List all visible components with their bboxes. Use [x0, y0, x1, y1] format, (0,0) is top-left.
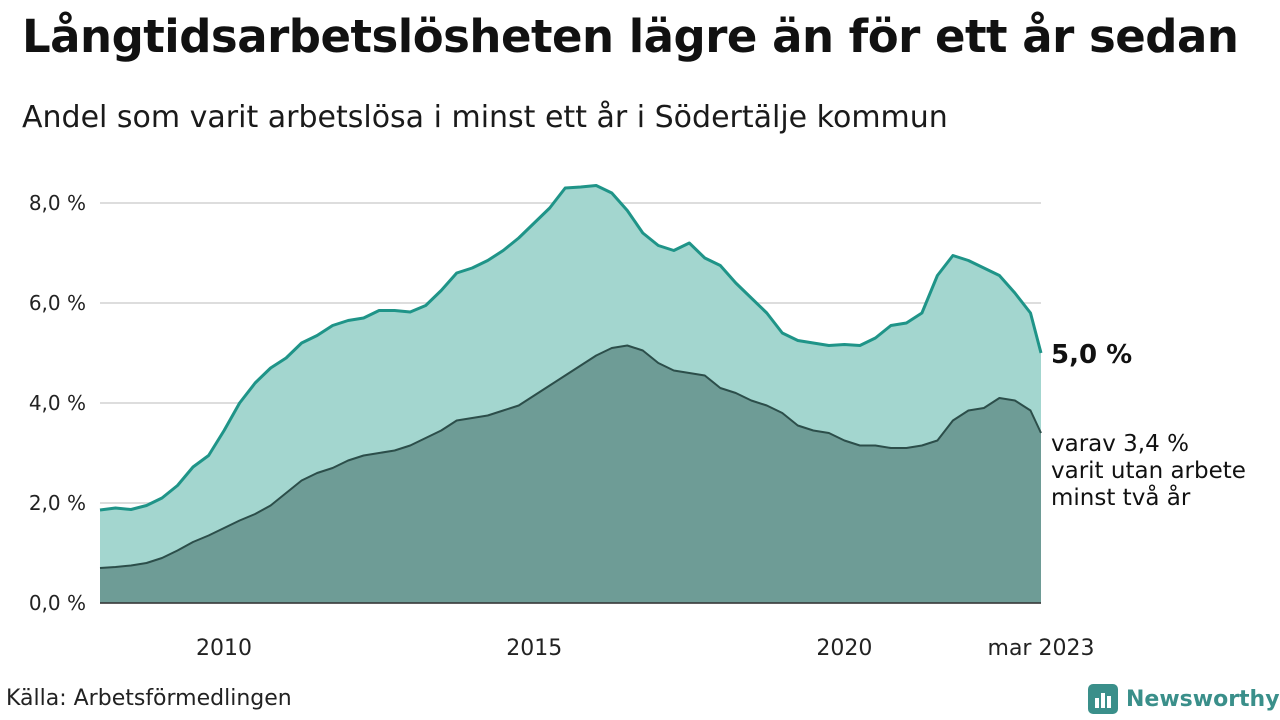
brand-name: Newsworthy — [1126, 686, 1280, 712]
source-note: Källa: Arbetsförmedlingen — [6, 686, 292, 711]
chart-subtitle: Andel som varit arbetslösa i minst ett å… — [22, 100, 948, 135]
series-2-end-label-line: varav 3,4 % — [1051, 431, 1189, 457]
x-tick-label: 2020 — [816, 636, 872, 661]
series-2-end-label-line: minst två år — [1051, 483, 1191, 511]
x-tick-label: 2015 — [506, 636, 562, 661]
x-tick-label: 2010 — [196, 636, 252, 661]
axes: 0,0 % 2,0 % 4,0 % 6,0 % 8,0 % 2010 2015 2020 mar… — [29, 191, 1095, 661]
y-tick-label: 4,0 % — [29, 391, 86, 415]
chart-title: Långtidsarbetslösheten lägre än för ett … — [22, 10, 1239, 63]
newsworthy-logo-icon — [1088, 684, 1118, 714]
y-tick-label: 2,0 % — [29, 491, 86, 515]
series-1-line — [99, 184, 1043, 512]
y-tick-label: 8,0 % — [29, 191, 86, 215]
x-tick-label: mar 2023 — [988, 636, 1095, 661]
y-tick-label: 0,0 % — [29, 591, 86, 615]
brand-logo: Newsworthy — [1088, 684, 1280, 714]
y-tick-label: 6,0 % — [29, 291, 86, 315]
series-2-line — [99, 344, 1042, 569]
series-1-end-label: 5,0 % — [1051, 340, 1132, 370]
series-2-area — [100, 345, 1041, 603]
series-2-end-label-line: varit utan arbete — [1051, 458, 1246, 484]
series-areas — [99, 184, 1043, 603]
